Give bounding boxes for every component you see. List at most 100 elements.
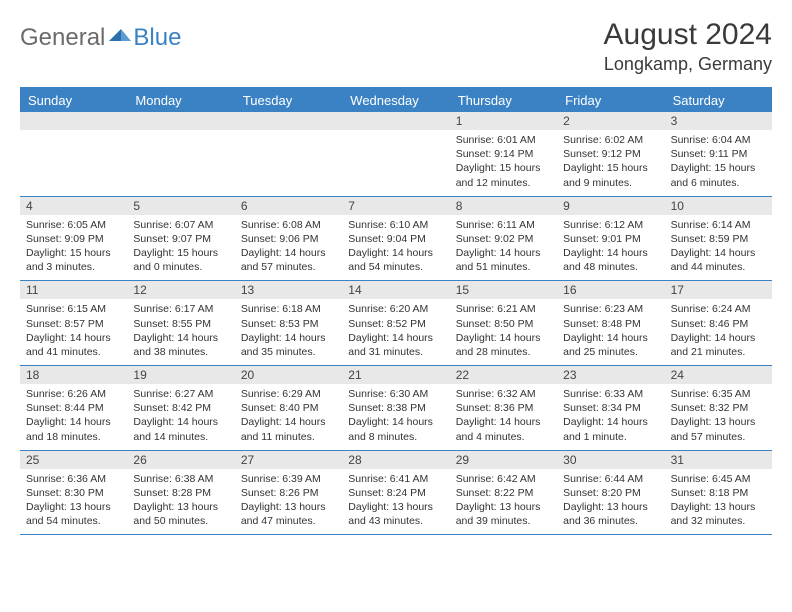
day-number: 17	[665, 281, 772, 299]
day-body: Sunrise: 6:10 AMSunset: 9:04 PMDaylight:…	[342, 215, 449, 281]
sunrise-line: Sunrise: 6:20 AM	[348, 302, 443, 316]
sunrise-line: Sunrise: 6:23 AM	[563, 302, 658, 316]
sunrise-line: Sunrise: 6:38 AM	[133, 472, 228, 486]
sunset-line: Sunset: 8:34 PM	[563, 401, 658, 415]
sunset-line: Sunset: 8:50 PM	[456, 317, 551, 331]
sunset-line: Sunset: 8:46 PM	[671, 317, 766, 331]
sunrise-line: Sunrise: 6:41 AM	[348, 472, 443, 486]
day-number: 31	[665, 451, 772, 469]
day-number: 12	[127, 281, 234, 299]
daylight-line: Daylight: 14 hours and 44 minutes.	[671, 246, 766, 274]
sunrise-line: Sunrise: 6:10 AM	[348, 218, 443, 232]
day-number	[127, 112, 234, 130]
day-cell: 12Sunrise: 6:17 AMSunset: 8:55 PMDayligh…	[127, 281, 234, 365]
daylight-line: Daylight: 14 hours and 54 minutes.	[348, 246, 443, 274]
daylight-line: Daylight: 14 hours and 8 minutes.	[348, 415, 443, 443]
day-number: 19	[127, 366, 234, 384]
day-body: Sunrise: 6:11 AMSunset: 9:02 PMDaylight:…	[450, 215, 557, 281]
day-body: Sunrise: 6:44 AMSunset: 8:20 PMDaylight:…	[557, 469, 664, 535]
sunset-line: Sunset: 8:32 PM	[671, 401, 766, 415]
day-body: Sunrise: 6:27 AMSunset: 8:42 PMDaylight:…	[127, 384, 234, 450]
sunset-line: Sunset: 9:06 PM	[241, 232, 336, 246]
day-cell: 6Sunrise: 6:08 AMSunset: 9:06 PMDaylight…	[235, 197, 342, 281]
week-row: 1Sunrise: 6:01 AMSunset: 9:14 PMDaylight…	[20, 112, 772, 197]
daylight-line: Daylight: 15 hours and 6 minutes.	[671, 161, 766, 189]
day-cell: 18Sunrise: 6:26 AMSunset: 8:44 PMDayligh…	[20, 366, 127, 450]
daylight-line: Daylight: 14 hours and 31 minutes.	[348, 331, 443, 359]
sunrise-line: Sunrise: 6:21 AM	[456, 302, 551, 316]
sunset-line: Sunset: 8:26 PM	[241, 486, 336, 500]
header: General Blue August 2024 Longkamp, Germa…	[20, 18, 772, 75]
daylight-line: Daylight: 14 hours and 28 minutes.	[456, 331, 551, 359]
sunset-line: Sunset: 8:40 PM	[241, 401, 336, 415]
day-body: Sunrise: 6:26 AMSunset: 8:44 PMDaylight:…	[20, 384, 127, 450]
sunset-line: Sunset: 8:30 PM	[26, 486, 121, 500]
sunrise-line: Sunrise: 6:26 AM	[26, 387, 121, 401]
day-header-cell: Wednesday	[342, 89, 449, 112]
sunset-line: Sunset: 8:59 PM	[671, 232, 766, 246]
day-cell: 21Sunrise: 6:30 AMSunset: 8:38 PMDayligh…	[342, 366, 449, 450]
sunrise-line: Sunrise: 6:08 AM	[241, 218, 336, 232]
day-number: 23	[557, 366, 664, 384]
day-body: Sunrise: 6:41 AMSunset: 8:24 PMDaylight:…	[342, 469, 449, 535]
day-body: Sunrise: 6:18 AMSunset: 8:53 PMDaylight:…	[235, 299, 342, 365]
day-body: Sunrise: 6:39 AMSunset: 8:26 PMDaylight:…	[235, 469, 342, 535]
sunset-line: Sunset: 9:04 PM	[348, 232, 443, 246]
day-cell: 30Sunrise: 6:44 AMSunset: 8:20 PMDayligh…	[557, 451, 664, 535]
sunset-line: Sunset: 8:20 PM	[563, 486, 658, 500]
sunset-line: Sunset: 8:53 PM	[241, 317, 336, 331]
sunrise-line: Sunrise: 6:42 AM	[456, 472, 551, 486]
sunset-line: Sunset: 8:22 PM	[456, 486, 551, 500]
day-cell: 17Sunrise: 6:24 AMSunset: 8:46 PMDayligh…	[665, 281, 772, 365]
day-number	[20, 112, 127, 130]
daylight-line: Daylight: 13 hours and 43 minutes.	[348, 500, 443, 528]
sunset-line: Sunset: 8:36 PM	[456, 401, 551, 415]
sunrise-line: Sunrise: 6:24 AM	[671, 302, 766, 316]
sunrise-line: Sunrise: 6:29 AM	[241, 387, 336, 401]
day-number: 3	[665, 112, 772, 130]
sunset-line: Sunset: 9:02 PM	[456, 232, 551, 246]
sunset-line: Sunset: 8:52 PM	[348, 317, 443, 331]
day-body: Sunrise: 6:04 AMSunset: 9:11 PMDaylight:…	[665, 130, 772, 196]
day-number: 28	[342, 451, 449, 469]
sunrise-line: Sunrise: 6:30 AM	[348, 387, 443, 401]
day-cell: 16Sunrise: 6:23 AMSunset: 8:48 PMDayligh…	[557, 281, 664, 365]
sunrise-line: Sunrise: 6:15 AM	[26, 302, 121, 316]
sunset-line: Sunset: 9:12 PM	[563, 147, 658, 161]
daylight-line: Daylight: 14 hours and 25 minutes.	[563, 331, 658, 359]
day-number: 21	[342, 366, 449, 384]
sunset-line: Sunset: 8:24 PM	[348, 486, 443, 500]
sunrise-line: Sunrise: 6:27 AM	[133, 387, 228, 401]
day-header-cell: Thursday	[450, 89, 557, 112]
sunset-line: Sunset: 9:11 PM	[671, 147, 766, 161]
sunset-line: Sunset: 8:55 PM	[133, 317, 228, 331]
daylight-line: Daylight: 14 hours and 35 minutes.	[241, 331, 336, 359]
daylight-line: Daylight: 15 hours and 3 minutes.	[26, 246, 121, 274]
daylight-line: Daylight: 14 hours and 57 minutes.	[241, 246, 336, 274]
day-number: 14	[342, 281, 449, 299]
day-cell: 13Sunrise: 6:18 AMSunset: 8:53 PMDayligh…	[235, 281, 342, 365]
sunrise-line: Sunrise: 6:44 AM	[563, 472, 658, 486]
logo: General Blue	[20, 24, 181, 52]
day-cell: 11Sunrise: 6:15 AMSunset: 8:57 PMDayligh…	[20, 281, 127, 365]
day-body: Sunrise: 6:29 AMSunset: 8:40 PMDaylight:…	[235, 384, 342, 450]
day-cell: 26Sunrise: 6:38 AMSunset: 8:28 PMDayligh…	[127, 451, 234, 535]
day-cell: 22Sunrise: 6:32 AMSunset: 8:36 PMDayligh…	[450, 366, 557, 450]
day-cell: 19Sunrise: 6:27 AMSunset: 8:42 PMDayligh…	[127, 366, 234, 450]
sunset-line: Sunset: 8:57 PM	[26, 317, 121, 331]
day-header-cell: Monday	[127, 89, 234, 112]
daylight-line: Daylight: 14 hours and 11 minutes.	[241, 415, 336, 443]
day-cell: 4Sunrise: 6:05 AMSunset: 9:09 PMDaylight…	[20, 197, 127, 281]
daylight-line: Daylight: 13 hours and 54 minutes.	[26, 500, 121, 528]
day-cell: 1Sunrise: 6:01 AMSunset: 9:14 PMDaylight…	[450, 112, 557, 196]
day-body: Sunrise: 6:30 AMSunset: 8:38 PMDaylight:…	[342, 384, 449, 450]
day-body: Sunrise: 6:01 AMSunset: 9:14 PMDaylight:…	[450, 130, 557, 196]
day-cell: 27Sunrise: 6:39 AMSunset: 8:26 PMDayligh…	[235, 451, 342, 535]
flag-icon	[109, 27, 131, 45]
sunrise-line: Sunrise: 6:45 AM	[671, 472, 766, 486]
day-header-cell: Sunday	[20, 89, 127, 112]
day-cell: 31Sunrise: 6:45 AMSunset: 8:18 PMDayligh…	[665, 451, 772, 535]
sunrise-line: Sunrise: 6:12 AM	[563, 218, 658, 232]
day-number: 16	[557, 281, 664, 299]
daylight-line: Daylight: 15 hours and 0 minutes.	[133, 246, 228, 274]
